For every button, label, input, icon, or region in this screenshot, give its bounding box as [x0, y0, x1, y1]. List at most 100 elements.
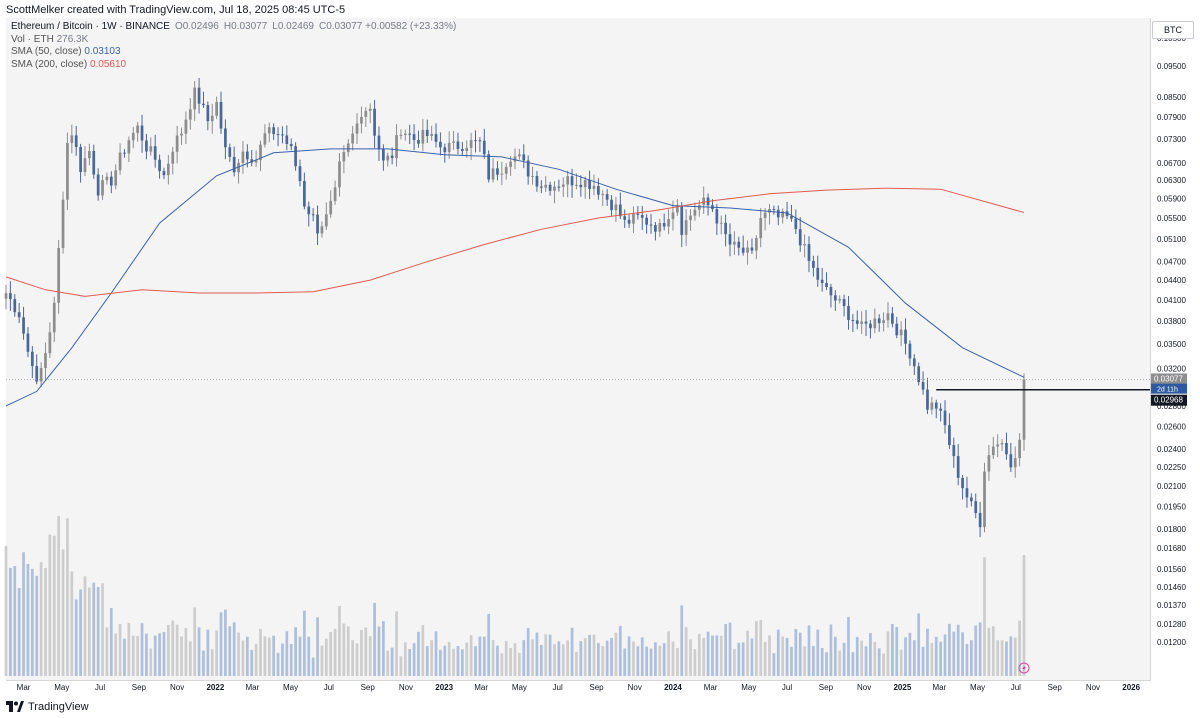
volume-bar [364, 627, 368, 676]
volume-bar [202, 650, 205, 676]
volume-bar [109, 608, 113, 676]
volume-bar [965, 643, 969, 676]
volume-bar [355, 643, 359, 676]
x-tick-label: Nov [628, 683, 642, 692]
candle-body [166, 163, 170, 176]
volume-bar [149, 648, 153, 676]
volume-bar [4, 545, 8, 676]
candle-body [601, 194, 605, 196]
candle-body [610, 199, 613, 211]
x-tick-label: Nov [1086, 683, 1100, 692]
volume-bar [250, 649, 254, 676]
volume-bar [877, 648, 881, 676]
candle-body [364, 110, 368, 117]
candle-body [965, 488, 969, 498]
volume-bar [561, 644, 565, 676]
candle-body [702, 197, 706, 206]
candle-body [390, 155, 394, 159]
candle-body [719, 222, 723, 224]
volume-bar [1018, 620, 1021, 676]
candle-body [820, 279, 824, 284]
volume-bar [926, 628, 929, 676]
volume-bar [645, 646, 649, 676]
volume-bar [324, 638, 328, 676]
candle-body [658, 223, 662, 232]
volume-bar [535, 632, 539, 676]
x-tick-label: Jul [782, 683, 792, 692]
volume-bar [842, 642, 846, 676]
x-tick-label: Nov [857, 683, 871, 692]
candle-body [877, 318, 881, 324]
candle-body [715, 209, 719, 224]
volume-bar [627, 636, 631, 676]
candle-body [983, 471, 986, 528]
volume-bar [983, 557, 986, 676]
candle-body [842, 299, 846, 306]
volume-bar [206, 629, 210, 676]
candle-body [101, 180, 104, 196]
chart-area[interactable] [6, 18, 1151, 681]
candle-body [35, 366, 39, 382]
volume-bar [61, 549, 65, 676]
candle-body [987, 455, 991, 472]
volume-bar [544, 634, 548, 676]
volume-bar [83, 576, 87, 676]
x-tick-label: 2025 [893, 683, 911, 692]
volume-bar [9, 567, 12, 676]
candle-body [926, 389, 929, 410]
candle-body [109, 176, 113, 186]
candle-body [452, 141, 455, 143]
candle-body [662, 223, 666, 227]
volume-bar [140, 623, 144, 676]
candle-body [263, 133, 267, 145]
volume-bar [298, 636, 302, 676]
volume-bar [162, 631, 166, 676]
volume-bar [754, 621, 758, 676]
x-tick-label: May [283, 683, 298, 692]
y-tick-label: 0.01200 [1157, 638, 1186, 647]
volume-bar [311, 657, 315, 676]
candle-body [425, 129, 429, 136]
volume-bar [496, 645, 499, 676]
symbol-title: Ethereum / Bitcoin · 1W · BINANCE [11, 21, 170, 32]
volume-bar [636, 646, 640, 676]
x-tick-label: Jul [553, 683, 563, 692]
currency-button[interactable]: BTC [1152, 21, 1194, 39]
candle-body [316, 214, 319, 234]
volume-bar [158, 633, 161, 676]
candle-body [202, 103, 205, 106]
candle-body [684, 220, 688, 235]
alert-icon[interactable] [1018, 662, 1030, 674]
candle-body [939, 408, 942, 411]
candle-body [544, 184, 548, 188]
candle-body [504, 166, 508, 174]
candle-body [259, 144, 262, 161]
candle-body [145, 140, 148, 152]
volume-bar [439, 649, 442, 676]
x-tick-label: 2023 [435, 683, 453, 692]
volume-bar [895, 626, 899, 676]
volume-bar [105, 627, 109, 676]
volume-bar [675, 647, 679, 676]
candle-body [996, 444, 1000, 447]
chart-legend: Ethereum / Bitcoin · 1W · BINANCE O0.0249… [11, 21, 456, 71]
candle-body [908, 343, 912, 359]
volume-bar [351, 640, 355, 676]
candle-body [592, 185, 596, 189]
volume-bar [583, 638, 587, 676]
candle-body [776, 209, 780, 218]
candle-body [298, 166, 302, 182]
volume-bar [171, 620, 175, 676]
x-tick-label: Sep [132, 683, 147, 692]
candle-body [921, 382, 925, 390]
candle-body [535, 175, 539, 187]
candle-body [276, 134, 280, 136]
volume-bar [504, 640, 508, 676]
candle-body [781, 211, 785, 218]
candle-body [289, 143, 293, 147]
candle-body [149, 146, 153, 152]
volume-bar [197, 627, 201, 676]
volume-bar [689, 639, 692, 676]
candle-body [136, 125, 139, 133]
